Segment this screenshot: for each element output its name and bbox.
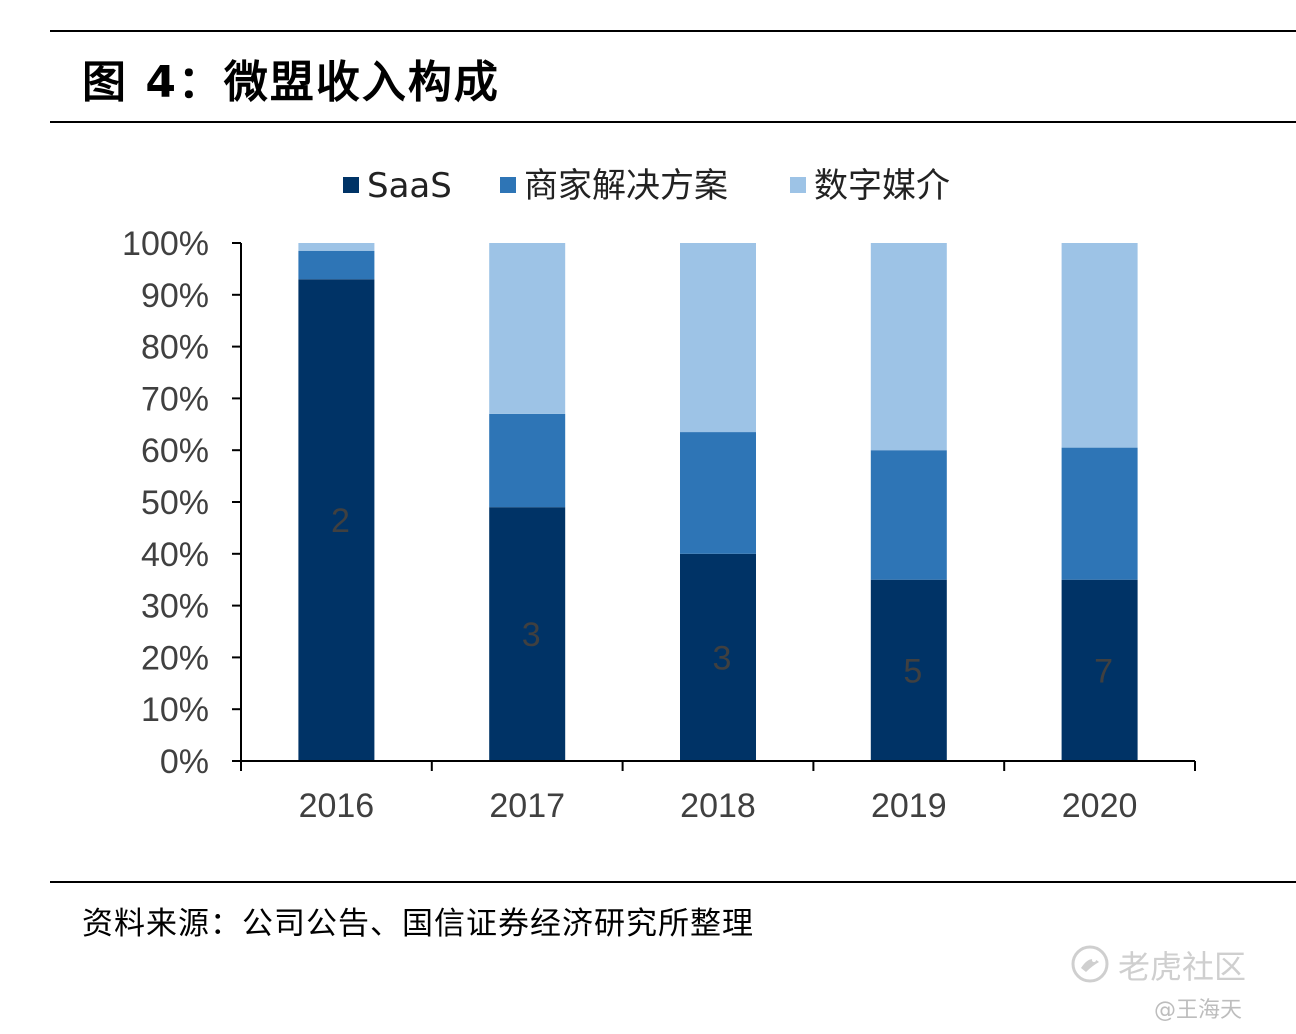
title-divider <box>50 121 1296 123</box>
bar-商家解决方案-2020 <box>1061 447 1138 580</box>
bar-数字媒介-2020 <box>1061 243 1138 448</box>
bar-数字媒介-2016 <box>298 243 375 251</box>
bar-saas-2020 <box>1061 579 1138 761</box>
stacked-bar-chart: SaaS 商家解决方案 数字媒介 2 3 3 5 7 0% 10% 20% 30% 40% 50% 60… <box>122 166 1196 825</box>
y-tick-label-5: 50% <box>141 484 209 522</box>
y-tick-label-0: 0% <box>160 743 209 781</box>
data-label-2016: 2 <box>331 502 350 540</box>
bar-数字媒介-2018 <box>680 243 756 433</box>
x-tick-label-2019: 2019 <box>871 787 947 825</box>
watermark-brand: 老虎社区 <box>1118 948 1247 986</box>
x-tick-label-2016: 2016 <box>299 787 375 825</box>
bar-商家解决方案-2017 <box>489 413 566 508</box>
legend-label-商家解决方案: 商家解决方案 <box>524 166 728 206</box>
y-tick-label-2: 20% <box>141 639 209 677</box>
y-tick-label-6: 60% <box>141 432 209 470</box>
legend-swatch-商家解决方案 <box>500 177 516 193</box>
footer-divider <box>50 881 1296 883</box>
bar-saas-2017 <box>489 507 566 761</box>
top-rule <box>50 30 1296 32</box>
y-tick-label-8: 80% <box>141 329 209 367</box>
legend-swatch-数字媒介 <box>790 177 806 193</box>
bar-stacks: 2 3 3 5 7 <box>298 243 1138 761</box>
bar-商家解决方案-2019 <box>870 450 947 580</box>
legend-label-saas: SaaS <box>367 166 452 206</box>
x-tick-label-2020: 2020 <box>1062 787 1138 825</box>
y-tick-label-10: 100% <box>122 225 209 263</box>
x-tick-label-2017: 2017 <box>489 787 565 825</box>
watermark: 老虎社区 @王海天 <box>1070 938 1270 1028</box>
y-tick-label-4: 40% <box>141 536 209 574</box>
y-tick-label-1: 10% <box>141 691 209 729</box>
bar-saas-2016 <box>298 279 375 761</box>
y-tick-label-3: 30% <box>141 588 209 626</box>
bar-saas-2018 <box>680 553 756 761</box>
data-label-2019: 5 <box>903 652 922 690</box>
chart-legend: SaaS 商家解决方案 数字媒介 <box>343 166 950 206</box>
chart-axes: 0% 10% 20% 30% 40% 50% 60% 70% 80% 90% 100% 2016 201… <box>122 225 1196 825</box>
bar-saas-2019 <box>870 579 947 761</box>
y-tick-label-9: 90% <box>141 277 209 315</box>
data-label-2018: 3 <box>713 639 732 677</box>
legend-swatch-saas <box>343 177 359 193</box>
x-tick-label-2018: 2018 <box>680 787 756 825</box>
y-tick-label-7: 70% <box>141 380 209 418</box>
tiger-community-logo-icon <box>1071 945 1109 983</box>
data-label-2017: 3 <box>522 616 541 654</box>
data-label-2020: 7 <box>1094 652 1113 690</box>
bar-数字媒介-2017 <box>489 243 566 414</box>
bar-商家解决方案-2018 <box>680 432 756 554</box>
watermark-user: @王海天 <box>1154 998 1243 1023</box>
source-note: 资料来源：公司公告、国信证券经济研究所整理 <box>82 906 754 942</box>
page-title: 图 4：微盟收入构成 <box>82 57 500 108</box>
legend-label-数字媒介: 数字媒介 <box>814 166 950 206</box>
bar-数字媒介-2019 <box>870 243 947 451</box>
bar-商家解决方案-2016 <box>298 250 375 280</box>
